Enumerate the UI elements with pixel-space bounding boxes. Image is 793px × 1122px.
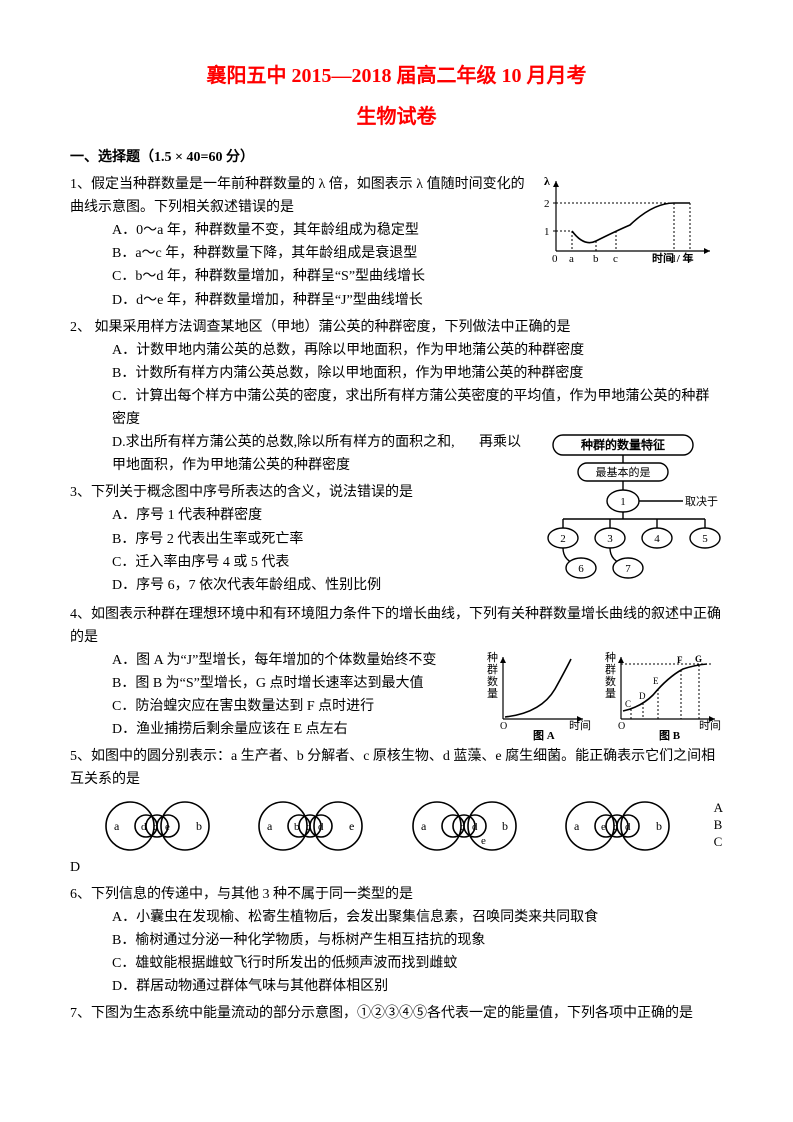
svg-text:种: 种 [487, 650, 498, 664]
svg-text:C: C [625, 699, 631, 709]
svg-text:b: b [196, 819, 202, 833]
title-sub: 生物试卷 [70, 101, 723, 134]
svg-text:图 B: 图 B [659, 729, 681, 741]
q4-charts: 种群数量 O时间 图 A 种群数量 C D E F G O时间 图 B [483, 649, 723, 741]
svg-text:0: 0 [552, 253, 558, 263]
svg-text:b: b [502, 819, 508, 833]
section-heading: 一、选择题（1.5 × 40=60 分） [70, 146, 723, 169]
q4-stem: 4、如图表示种群在理想环境中和有环境阻力条件下的增长曲线，下列有关种群数量增长曲… [70, 603, 723, 649]
q6-opt-b: B．榆树通过分泌一种化学物质，与栎树产生相互拮抗的现象 [112, 929, 723, 952]
q7-stem: 7、下图为生态系统中能量流动的部分示意图，①②③④⑤各代表一定的能量值，下列各项… [70, 1002, 723, 1025]
svg-text:a: a [114, 819, 120, 833]
svg-text:d: d [472, 821, 478, 833]
venn-3: a b cd e [407, 798, 522, 854]
svg-text:种: 种 [605, 650, 616, 664]
svg-text:O: O [618, 721, 625, 732]
q3-opt-d: D．序号 6，7 依次代表年龄组成、性别比例 [112, 574, 723, 597]
svg-text:c: c [153, 821, 158, 833]
q3-opt-a: A．序号 1 代表种群密度 [112, 504, 723, 527]
svg-text:群: 群 [605, 662, 616, 676]
question-6: 6、下列信息的传递中，与其他 3 种不属于同一类型的是 A．小囊虫在发现榆、松寄… [70, 883, 723, 998]
q2-opt-a: A．计数甲地内蒲公英的总数，再除以甲地面积，作为甲地蒲公英的种群密度 [112, 339, 723, 362]
q3-stem: 3、下列关于概念图中序号所表达的含义，说法错误的是 [70, 481, 723, 504]
svg-text:时间: 时间 [569, 719, 591, 732]
q2-opt-c: C．计算出每个样方中蒲公英的密度，求出所有样方蒲公英密度的平均值，作为甲地蒲公英… [112, 385, 723, 431]
q1-opt-c: C．b～d 年，种群数量增加，种群呈“S”型曲线增长 [112, 265, 723, 288]
q1-opt-d: D．d～e 年，种群数量增加，种群呈“J”型曲线增长 [112, 289, 723, 312]
svg-text:1: 1 [544, 226, 550, 238]
svg-text:e: e [481, 835, 486, 847]
svg-text:b: b [656, 819, 662, 833]
svg-text:d: d [318, 821, 324, 833]
svg-text:c: c [306, 821, 311, 833]
venn-1: a dce b [100, 798, 215, 854]
svg-text:F: F [677, 655, 683, 665]
question-2: 2、 如果采用样方法调查某地区（甲地）蒲公英的种群密度，下列做法中正确的是 A．… [70, 316, 723, 478]
q3-opt-b: B．序号 2 代表出生率或死亡率 [112, 528, 723, 551]
question-7: 7、下图为生态系统中能量流动的部分示意图，①②③④⑤各代表一定的能量值，下列各项… [70, 1002, 723, 1025]
svg-text:量: 量 [487, 687, 498, 700]
q5-opt-d: D [70, 856, 723, 879]
q2-opt-b: B．计数所有样方内蒲公英总数，除以甲地面积，作为甲地蒲公英的种群密度 [112, 362, 723, 385]
svg-text:c: c [613, 821, 618, 833]
svg-text:a: a [267, 819, 273, 833]
title-main: 襄阳五中 2015—2018 届高二年级 10 月月考 [70, 60, 723, 93]
question-5: 5、如图中的圆分别表示：a 生产者、b 分解者、c 原核生物、d 蓝藻、e 腐生… [70, 745, 723, 878]
q6-stem: 6、下列信息的传递中，与其他 3 种不属于同一类型的是 [70, 883, 723, 906]
svg-text:c: c [613, 253, 618, 263]
svg-text:种群的数量特征: 种群的数量特征 [580, 437, 665, 452]
svg-text:e: e [601, 821, 606, 833]
svg-text:e: e [165, 821, 170, 833]
q3-opt-c: C．迁入率由序号 4 或 5 代表 [112, 551, 723, 574]
svg-text:图 A: 图 A [533, 729, 555, 741]
svg-text:E: E [653, 676, 659, 686]
svg-text:O: O [500, 721, 507, 732]
svg-text:a: a [569, 253, 574, 263]
svg-text:e: e [349, 819, 354, 833]
svg-text:a: a [574, 819, 580, 833]
q2-opt-d-p1: D.求出所有样方蒲公英的总数,除以所有样方的面积之和, [112, 435, 455, 450]
svg-text:D: D [639, 691, 646, 701]
q5-stem: 5、如图中的圆分别表示：a 生产者、b 分解者、c 原核生物、d 蓝藻、e 腐生… [70, 745, 723, 791]
svg-text:λ: λ [544, 174, 550, 188]
svg-text:b: b [294, 821, 300, 833]
svg-text:G: G [695, 654, 702, 664]
svg-text:时间: 时间 [699, 719, 721, 732]
q5-venns: a dce b a bcd e a b cd e [100, 798, 723, 854]
q6-opt-a: A．小囊虫在发现榆、松寄生植物后，会发出聚集信息素，召唤同类来共同取食 [112, 906, 723, 929]
q5-opts-right: ABC [714, 800, 723, 851]
svg-text:b: b [593, 253, 599, 263]
q6-opt-d: D．群居动物通过群体气味与其他群体相区别 [112, 975, 723, 998]
svg-text:数: 数 [605, 675, 616, 688]
svg-text:时间 / 年: 时间 / 年 [652, 251, 694, 263]
venn-2: a bcd e [253, 798, 368, 854]
svg-text:最基本的是: 最基本的是 [596, 465, 651, 479]
question-3: 3、下列关于概念图中序号所表达的含义，说法错误的是 A．序号 1 代表种群密度 … [70, 481, 723, 596]
svg-text:c: c [460, 821, 465, 833]
svg-text:群: 群 [487, 662, 498, 676]
svg-text:d: d [141, 821, 147, 833]
q6-opt-c: C．雄蚊能根据雌蚊飞行时所发出的低频声波而找到雌蚊 [112, 952, 723, 975]
venn-4: a ecd b [560, 798, 675, 854]
question-4: 4、如图表示种群在理想环境中和有环境阻力条件下的增长曲线，下列有关种群数量增长曲… [70, 603, 723, 742]
question-1: λ 1 2 0 a b c d e 时间 / 年 1、假定当种群数量是一年前种群… [70, 173, 723, 312]
q2-stem: 2、 如果采用样方法调查某地区（甲地）蒲公英的种群密度，下列做法中正确的是 [70, 316, 723, 339]
svg-text:a: a [421, 819, 427, 833]
q2-opt-d-p2: 再乘以 [479, 431, 521, 454]
svg-text:量: 量 [605, 687, 616, 700]
svg-text:数: 数 [487, 675, 498, 688]
svg-text:d: d [625, 821, 631, 833]
q1-chart: λ 1 2 0 a b c d e 时间 / 年 [538, 173, 723, 263]
svg-text:2: 2 [544, 198, 550, 210]
